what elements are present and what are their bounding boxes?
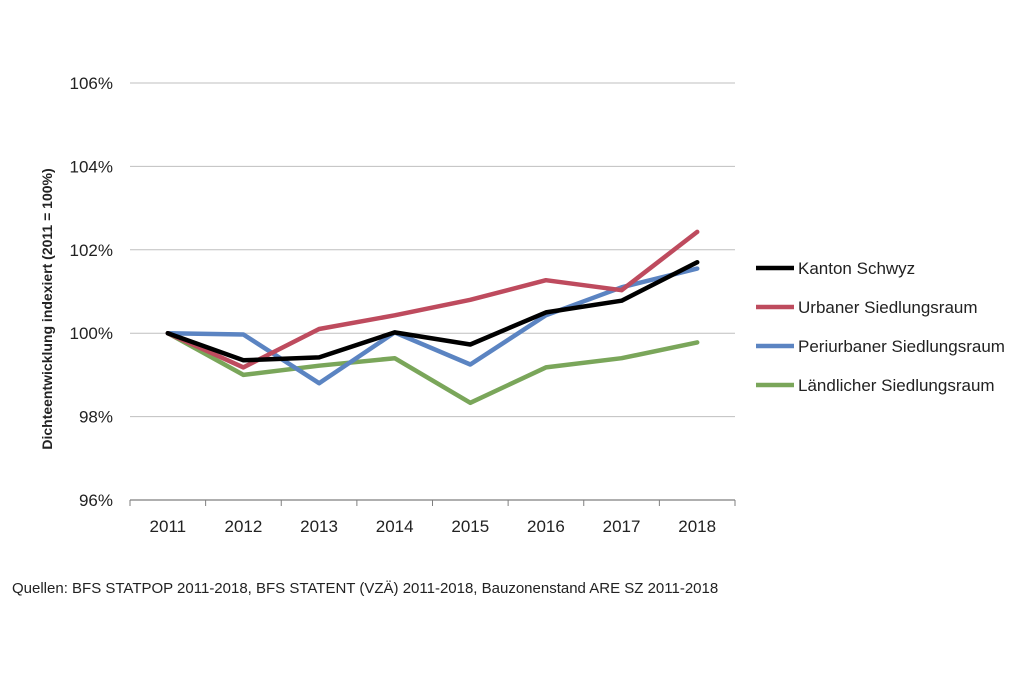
y-tick-label: 98%	[79, 408, 113, 427]
series-line-l-ndlicher-siedlungsraum	[165, 330, 700, 406]
x-tick-label: 2016	[527, 517, 565, 536]
x-tick-label: 2012	[225, 517, 263, 536]
legend-label: Kanton Schwyz	[798, 259, 915, 278]
x-tick-label: 2018	[678, 517, 716, 536]
x-axis-ticks: 2011 2012 2013 2014 2015 2016 2017 2018	[129, 500, 736, 536]
legend-label: Ländlicher Siedlungsraum	[798, 376, 995, 395]
y-tick-label: 96%	[79, 491, 113, 510]
y-axis-label: Dichteentwicklung indexiert (2011 = 100%…	[39, 168, 55, 449]
x-tick-label: 2011	[150, 517, 187, 536]
y-tick-label: 104%	[70, 157, 113, 176]
series-lines	[165, 229, 700, 406]
x-tick-label: 2013	[300, 517, 338, 536]
y-tick-label: 102%	[70, 241, 113, 260]
line-chart: 96%98%100%102%104%106% 2011 2012 2013 2014 2…	[39, 74, 1005, 536]
x-tick-label: 2014	[376, 517, 414, 536]
source-note: Quellen: BFS STATPOP 2011-2018, BFS STAT…	[12, 580, 719, 597]
legend: Kanton Schwyz Urbaner Siedlungsraum Periur…	[756, 259, 1005, 395]
y-axis-ticks: 96% 98% 100% 102% 104% 106%	[70, 74, 113, 510]
x-tick-label: 2017	[603, 517, 641, 536]
y-tick-label: 106%	[70, 74, 113, 93]
series-line-periurbaner-siedlungsraum	[165, 266, 700, 386]
legend-label: Urbaner Siedlungsraum	[798, 298, 978, 317]
series-line-kanton-schwyz	[165, 260, 700, 363]
y-tick-label: 100%	[70, 324, 113, 343]
x-tick-label: 2015	[451, 517, 489, 536]
legend-label: Periurbaner Siedlungsraum	[798, 337, 1005, 356]
